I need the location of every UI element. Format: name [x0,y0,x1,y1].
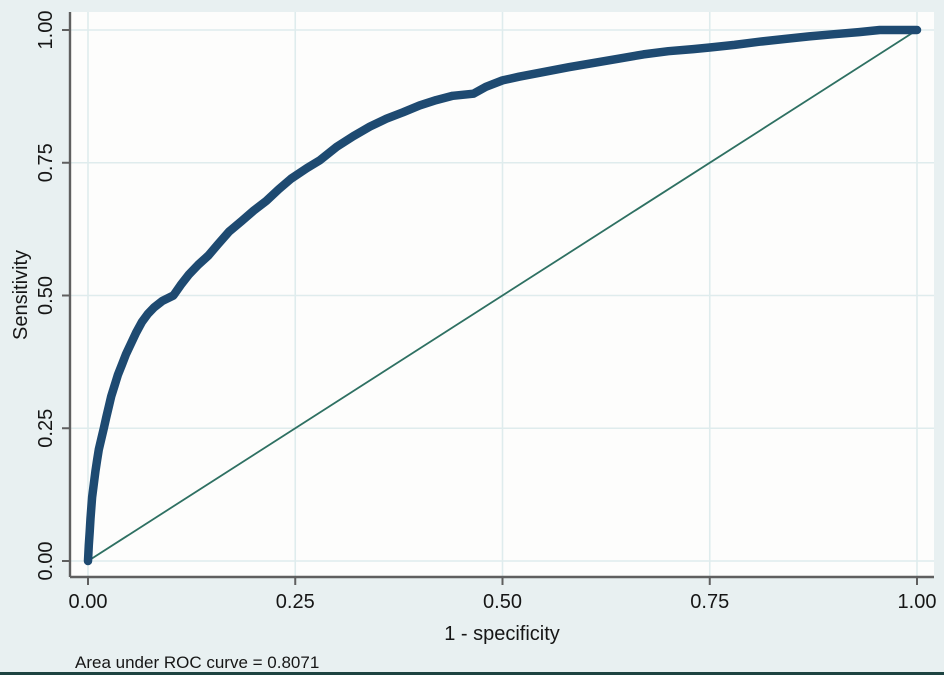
y-axis-title: Sensitivity [10,250,32,340]
x-tick-label: 0.00 [69,591,108,613]
x-tick-label: 0.75 [690,591,729,613]
x-axis-title: 1 - specificity [444,623,560,645]
axis-ticks [62,29,918,585]
reference-diagonal-line [87,29,918,562]
axis-tick-labels: 0.00 0.25 0.50 0.75 1.00 0.00 0.25 0.50 0.75 1.00 [35,11,936,613]
auc-caption: Area under ROC curve = 0.8071 [75,653,319,672]
y-tick-label: 0.50 [35,276,57,315]
x-tick-label: 1.00 [898,591,937,613]
y-tick-label: 1.00 [35,11,57,50]
x-tick-label: 0.50 [483,591,522,613]
x-tick-label: 0.25 [276,591,315,613]
y-tick-label: 0.75 [35,143,57,182]
y-tick-label: 0.00 [35,542,57,581]
y-tick-label: 0.25 [35,409,57,448]
roc-curve [83,25,922,566]
bottom-rule-line [0,672,944,675]
